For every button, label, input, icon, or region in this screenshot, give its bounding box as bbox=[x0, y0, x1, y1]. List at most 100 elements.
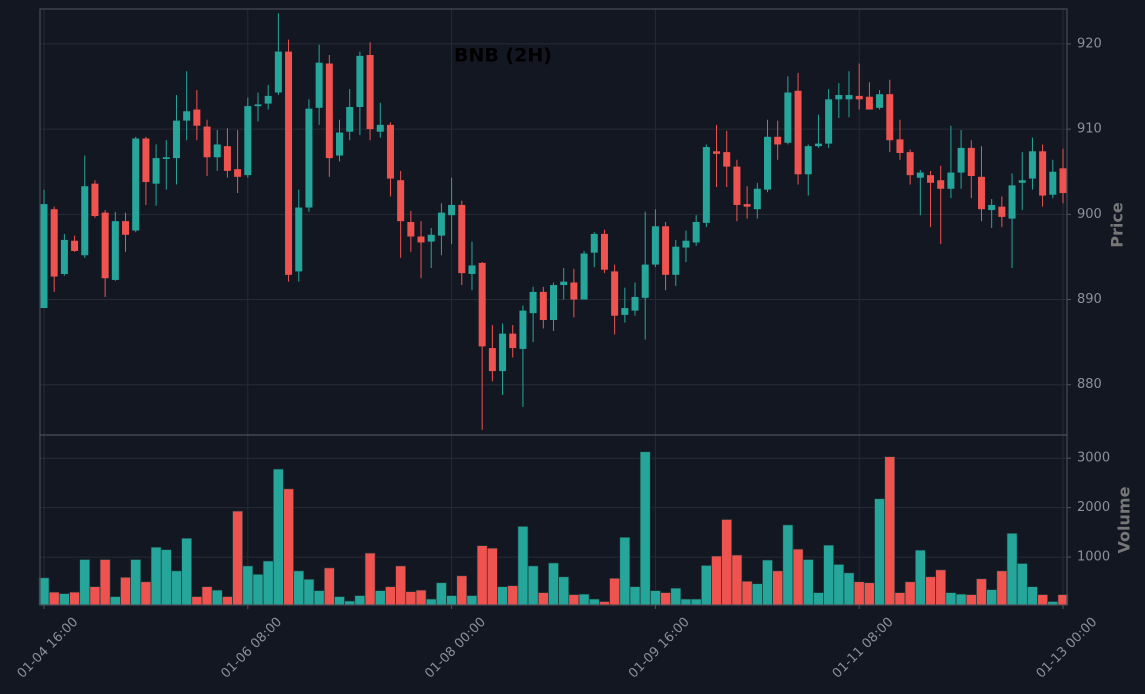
candle-body bbox=[254, 104, 262, 107]
y-tick-label: 900 bbox=[1077, 207, 1102, 222]
candle-body bbox=[662, 226, 670, 275]
volume-bar bbox=[955, 593, 967, 606]
candle-body bbox=[427, 234, 435, 242]
candle-body bbox=[855, 95, 863, 100]
volume-bar bbox=[405, 591, 417, 606]
candle-body bbox=[590, 233, 598, 253]
candle-body bbox=[458, 204, 466, 274]
volume-bar bbox=[843, 572, 855, 606]
candle-body bbox=[60, 239, 68, 274]
volume-bar bbox=[588, 598, 600, 606]
candle-body bbox=[865, 96, 873, 110]
candle-body bbox=[274, 51, 282, 93]
candle-body bbox=[641, 264, 649, 298]
volume-bar bbox=[425, 598, 437, 606]
volume-bar bbox=[1037, 594, 1048, 606]
volume-tick-label: 2000 bbox=[1077, 500, 1110, 515]
candle-body bbox=[988, 204, 996, 211]
candle-body bbox=[325, 63, 333, 159]
volume-bar bbox=[772, 570, 783, 606]
volume-bar bbox=[171, 570, 182, 606]
candle-body bbox=[448, 204, 456, 216]
candle-body bbox=[529, 291, 537, 314]
volume-bar bbox=[721, 519, 733, 606]
candle-body bbox=[122, 221, 130, 235]
candle-body bbox=[774, 136, 782, 145]
volume-bar bbox=[853, 581, 865, 606]
volume-bar bbox=[374, 590, 386, 606]
candle-body bbox=[743, 204, 751, 207]
volume-bar bbox=[150, 546, 162, 606]
volume-bar bbox=[741, 580, 753, 606]
volume-bar bbox=[191, 596, 203, 606]
candle-body bbox=[713, 151, 721, 154]
candle-body bbox=[977, 176, 985, 210]
candle-body bbox=[50, 209, 58, 277]
volume-tick-label: 1000 bbox=[1077, 550, 1110, 565]
volume-bar bbox=[925, 576, 936, 606]
volume-bar bbox=[833, 564, 845, 606]
candle-body bbox=[519, 310, 527, 349]
volume-bar bbox=[619, 536, 631, 606]
candle-body bbox=[621, 308, 629, 315]
volume-bar bbox=[466, 595, 478, 606]
candle-body bbox=[488, 348, 496, 372]
volume-bar bbox=[201, 586, 213, 606]
candle-body bbox=[611, 271, 619, 316]
candle-body bbox=[794, 90, 802, 175]
volume-bar bbox=[334, 596, 345, 606]
y-tick-label: 910 bbox=[1077, 122, 1102, 137]
volume-bar bbox=[609, 578, 620, 606]
chart-title: BNB (2H) bbox=[454, 45, 552, 67]
volume-bar bbox=[874, 498, 885, 606]
volume-bar bbox=[782, 524, 794, 606]
volume-bar bbox=[395, 565, 406, 606]
volume-bar bbox=[242, 565, 254, 606]
candle-body bbox=[560, 281, 568, 286]
candle-body bbox=[376, 124, 384, 132]
candle-body bbox=[804, 146, 812, 175]
candle-body bbox=[692, 222, 700, 243]
volume-bar bbox=[120, 577, 131, 606]
volume-axis-label: Volume bbox=[1115, 486, 1134, 553]
candle-body bbox=[386, 124, 394, 179]
volume-bar bbox=[252, 574, 264, 606]
volume-bar bbox=[69, 591, 80, 606]
volume-bar bbox=[884, 456, 896, 606]
candle-body bbox=[111, 221, 119, 280]
candle-body bbox=[672, 246, 680, 275]
volume-bar bbox=[110, 596, 121, 606]
volume-bar bbox=[273, 468, 284, 606]
candle-body bbox=[478, 262, 486, 347]
volume-bar bbox=[130, 559, 142, 606]
volume-bar bbox=[456, 575, 468, 606]
volume-bar bbox=[181, 537, 192, 606]
candle-body bbox=[305, 108, 313, 208]
volume-bar bbox=[680, 598, 692, 606]
candle-body bbox=[183, 111, 191, 121]
candle-body bbox=[763, 136, 771, 190]
candle-body bbox=[682, 240, 690, 248]
candle-body bbox=[366, 55, 374, 130]
volume-bar bbox=[701, 565, 712, 606]
volume-bar bbox=[160, 549, 172, 606]
candle-body bbox=[203, 126, 211, 158]
volume-bar bbox=[629, 586, 641, 606]
volume-bar bbox=[507, 585, 519, 606]
volume-bar bbox=[415, 589, 427, 606]
volume-bar bbox=[232, 510, 243, 606]
candle-body bbox=[132, 138, 140, 231]
candle-body bbox=[244, 106, 252, 176]
volume-bar bbox=[731, 554, 743, 606]
volume-bar bbox=[385, 586, 396, 606]
candle-body bbox=[509, 333, 517, 349]
candle-body bbox=[162, 157, 170, 159]
volume-bar bbox=[639, 451, 651, 606]
volume-bar bbox=[915, 549, 926, 606]
candle-body bbox=[539, 291, 547, 320]
volume-bar bbox=[670, 587, 682, 606]
volume-bar bbox=[79, 559, 91, 606]
candle-body bbox=[91, 183, 99, 217]
candle-body bbox=[723, 152, 731, 167]
volume-bar bbox=[904, 581, 916, 606]
